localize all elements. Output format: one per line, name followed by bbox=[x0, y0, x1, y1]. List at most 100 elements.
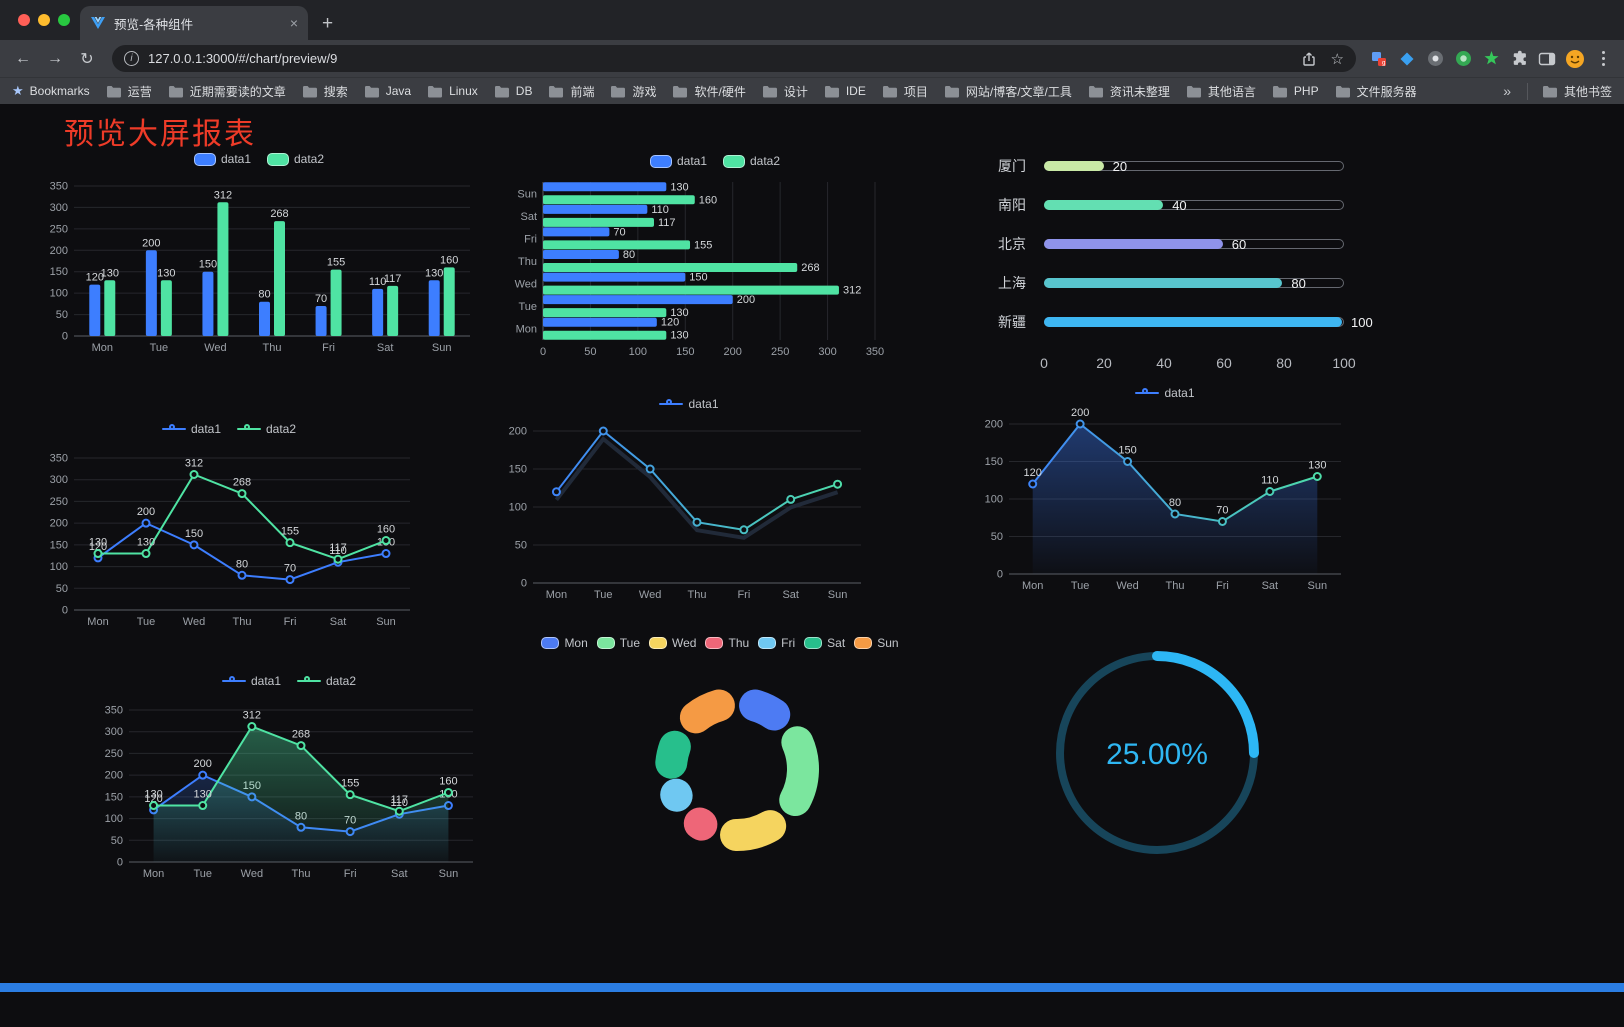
url-text[interactable]: 127.0.0.1:3000/#/chart/preview/9 bbox=[148, 51, 338, 66]
legend-item-data2[interactable]: data2 bbox=[237, 422, 296, 436]
legend-item-Sat[interactable]: Sat bbox=[804, 636, 845, 650]
bookmark-folder[interactable]: 文件服务器 bbox=[1335, 83, 1417, 100]
legend-item-data1[interactable]: data1 bbox=[1135, 386, 1195, 400]
legend-item-Mon[interactable]: Mon bbox=[541, 636, 588, 650]
bookmark-folder[interactable]: 软件/硬件 bbox=[672, 83, 746, 100]
side-panel-icon[interactable] bbox=[1534, 46, 1560, 72]
progress-value: 40 bbox=[1172, 198, 1187, 213]
bookmark-folder[interactable]: 其他语言 bbox=[1186, 83, 1256, 100]
address-bar[interactable]: i 127.0.0.1:3000/#/chart/preview/9 ☆ bbox=[112, 45, 1356, 72]
chart-legend: data1 data2 bbox=[505, 150, 925, 172]
minimize-window-button[interactable] bbox=[38, 14, 50, 26]
svg-text:120: 120 bbox=[1024, 467, 1042, 479]
profile-avatar[interactable] bbox=[1562, 46, 1588, 72]
folder-icon bbox=[168, 85, 183, 97]
bookmark-folder[interactable]: 前端 bbox=[548, 83, 594, 100]
svg-text:80: 80 bbox=[623, 249, 635, 261]
new-tab-button[interactable]: + bbox=[322, 13, 334, 34]
svg-text:268: 268 bbox=[292, 729, 310, 741]
legend-item-data1[interactable]: data1 bbox=[161, 422, 221, 436]
svg-text:Sun: Sun bbox=[517, 188, 537, 200]
legend-item-Sun[interactable]: Sun bbox=[854, 636, 899, 650]
legend-item-Thu[interactable]: Thu bbox=[705, 636, 749, 650]
svg-text:80: 80 bbox=[236, 558, 248, 570]
extension-gem-icon[interactable] bbox=[1394, 46, 1420, 72]
legend-marker bbox=[854, 637, 873, 649]
reload-icon[interactable]: ↻ bbox=[80, 50, 94, 68]
bookmark-folder[interactable]: Java bbox=[364, 84, 411, 98]
extensions-puzzle-icon[interactable] bbox=[1506, 46, 1532, 72]
legend-label: Wed bbox=[672, 636, 697, 650]
svg-text:130: 130 bbox=[137, 537, 155, 549]
svg-text:130: 130 bbox=[194, 789, 212, 801]
legend-item-Tue[interactable]: Tue bbox=[596, 636, 640, 650]
page-title: 预览大屏报表 bbox=[64, 118, 256, 151]
bookmark-folder[interactable]: 运营 bbox=[106, 83, 152, 100]
bookmark-folder[interactable]: 资讯未整理 bbox=[1088, 83, 1170, 100]
legend-item-data1[interactable]: data1 bbox=[221, 674, 281, 688]
legend-item-Wed[interactable]: Wed bbox=[649, 636, 696, 650]
svg-text:160: 160 bbox=[439, 776, 457, 788]
legend-item-data1[interactable]: data1 bbox=[659, 397, 719, 411]
svg-text:Mon: Mon bbox=[546, 589, 567, 601]
bookmark-folder[interactable]: 近期需要读的文章 bbox=[168, 83, 286, 100]
folder-icon bbox=[1272, 85, 1287, 97]
legend-item-data2[interactable]: data2 bbox=[297, 674, 356, 688]
tab-close-icon[interactable]: × bbox=[289, 15, 298, 31]
svg-text:117: 117 bbox=[658, 217, 676, 229]
close-window-button[interactable] bbox=[18, 14, 30, 26]
legend-item-data1[interactable]: data1 bbox=[649, 154, 707, 168]
bookmark-folder[interactable]: PHP bbox=[1272, 84, 1319, 98]
legend-item-data2[interactable]: data2 bbox=[723, 154, 780, 168]
svg-text:0: 0 bbox=[997, 569, 1003, 581]
axis-tick-label: 80 bbox=[1276, 355, 1292, 371]
star-icon: ★ bbox=[12, 83, 24, 98]
forward-icon[interactable]: → bbox=[47, 49, 63, 67]
extension-translate-icon[interactable]: g bbox=[1366, 46, 1392, 72]
legend-marker-dot bbox=[244, 424, 250, 430]
svg-text:160: 160 bbox=[377, 524, 395, 536]
bookmarks-label: Bookmarks bbox=[29, 84, 90, 98]
extension-green-star-icon[interactable] bbox=[1478, 46, 1504, 72]
svg-text:120: 120 bbox=[89, 541, 107, 553]
bookmark-folder-label: 运营 bbox=[127, 84, 152, 99]
progress-track: 100 bbox=[1044, 315, 1373, 330]
tab-strip: 预览-各种组件 × + bbox=[0, 0, 1624, 40]
bookmark-folder-label: 软件/硬件 bbox=[694, 84, 746, 99]
bookmark-folder[interactable]: 设计 bbox=[762, 83, 808, 100]
share-icon[interactable] bbox=[1296, 46, 1322, 72]
svg-text:150: 150 bbox=[199, 259, 217, 271]
traffic-lights bbox=[18, 14, 70, 26]
bookmark-star-icon[interactable]: ☆ bbox=[1330, 50, 1344, 68]
legend-item-Fri[interactable]: Fri bbox=[758, 636, 795, 650]
legend-label: data1 bbox=[220, 152, 251, 166]
bookmark-folder[interactable]: 网站/博客/文章/工具 bbox=[944, 83, 1072, 100]
svg-text:Sat: Sat bbox=[782, 589, 799, 601]
extension-green-circle-icon[interactable] bbox=[1450, 46, 1476, 72]
back-icon[interactable]: ← bbox=[15, 49, 31, 67]
legend-item-data1[interactable]: data1 bbox=[193, 152, 251, 166]
bookmark-folder[interactable]: 搜索 bbox=[302, 83, 348, 100]
bookmark-folder[interactable]: IDE bbox=[824, 84, 866, 98]
bookmarks-manager-item[interactable]: ★ Bookmarks bbox=[12, 83, 90, 99]
svg-text:150: 150 bbox=[185, 528, 203, 540]
bookmark-folder[interactable]: Linux bbox=[427, 84, 478, 98]
svg-text:130: 130 bbox=[157, 267, 175, 279]
svg-text:200: 200 bbox=[142, 237, 160, 249]
extension-dark-circle-icon[interactable] bbox=[1422, 46, 1448, 72]
bookmark-folder[interactable]: DB bbox=[494, 84, 532, 98]
bookmarks-overflow-chevron[interactable]: » bbox=[1503, 83, 1511, 99]
svg-text:150: 150 bbox=[1118, 445, 1136, 457]
bookmark-folder-label: 文件服务器 bbox=[1356, 84, 1417, 99]
bookmark-folder[interactable]: 项目 bbox=[882, 83, 928, 100]
other-bookmarks-item[interactable]: 其他书签 bbox=[1526, 82, 1612, 100]
browser-tab[interactable]: 预览-各种组件 × bbox=[80, 6, 308, 40]
chart-progress-bars: 厦门 20 南阳 40 北京 60 上海 80 新疆 100 0 20 40 60 80 100 bbox=[998, 156, 1373, 377]
site-info-icon[interactable]: i bbox=[124, 51, 139, 66]
maximize-window-button[interactable] bbox=[58, 14, 70, 26]
bookmark-folder[interactable]: 游戏 bbox=[610, 83, 656, 100]
legend-marker bbox=[1135, 388, 1160, 394]
menu-kebab-icon[interactable] bbox=[1590, 46, 1616, 72]
legend-item-data2[interactable]: data2 bbox=[267, 152, 324, 166]
